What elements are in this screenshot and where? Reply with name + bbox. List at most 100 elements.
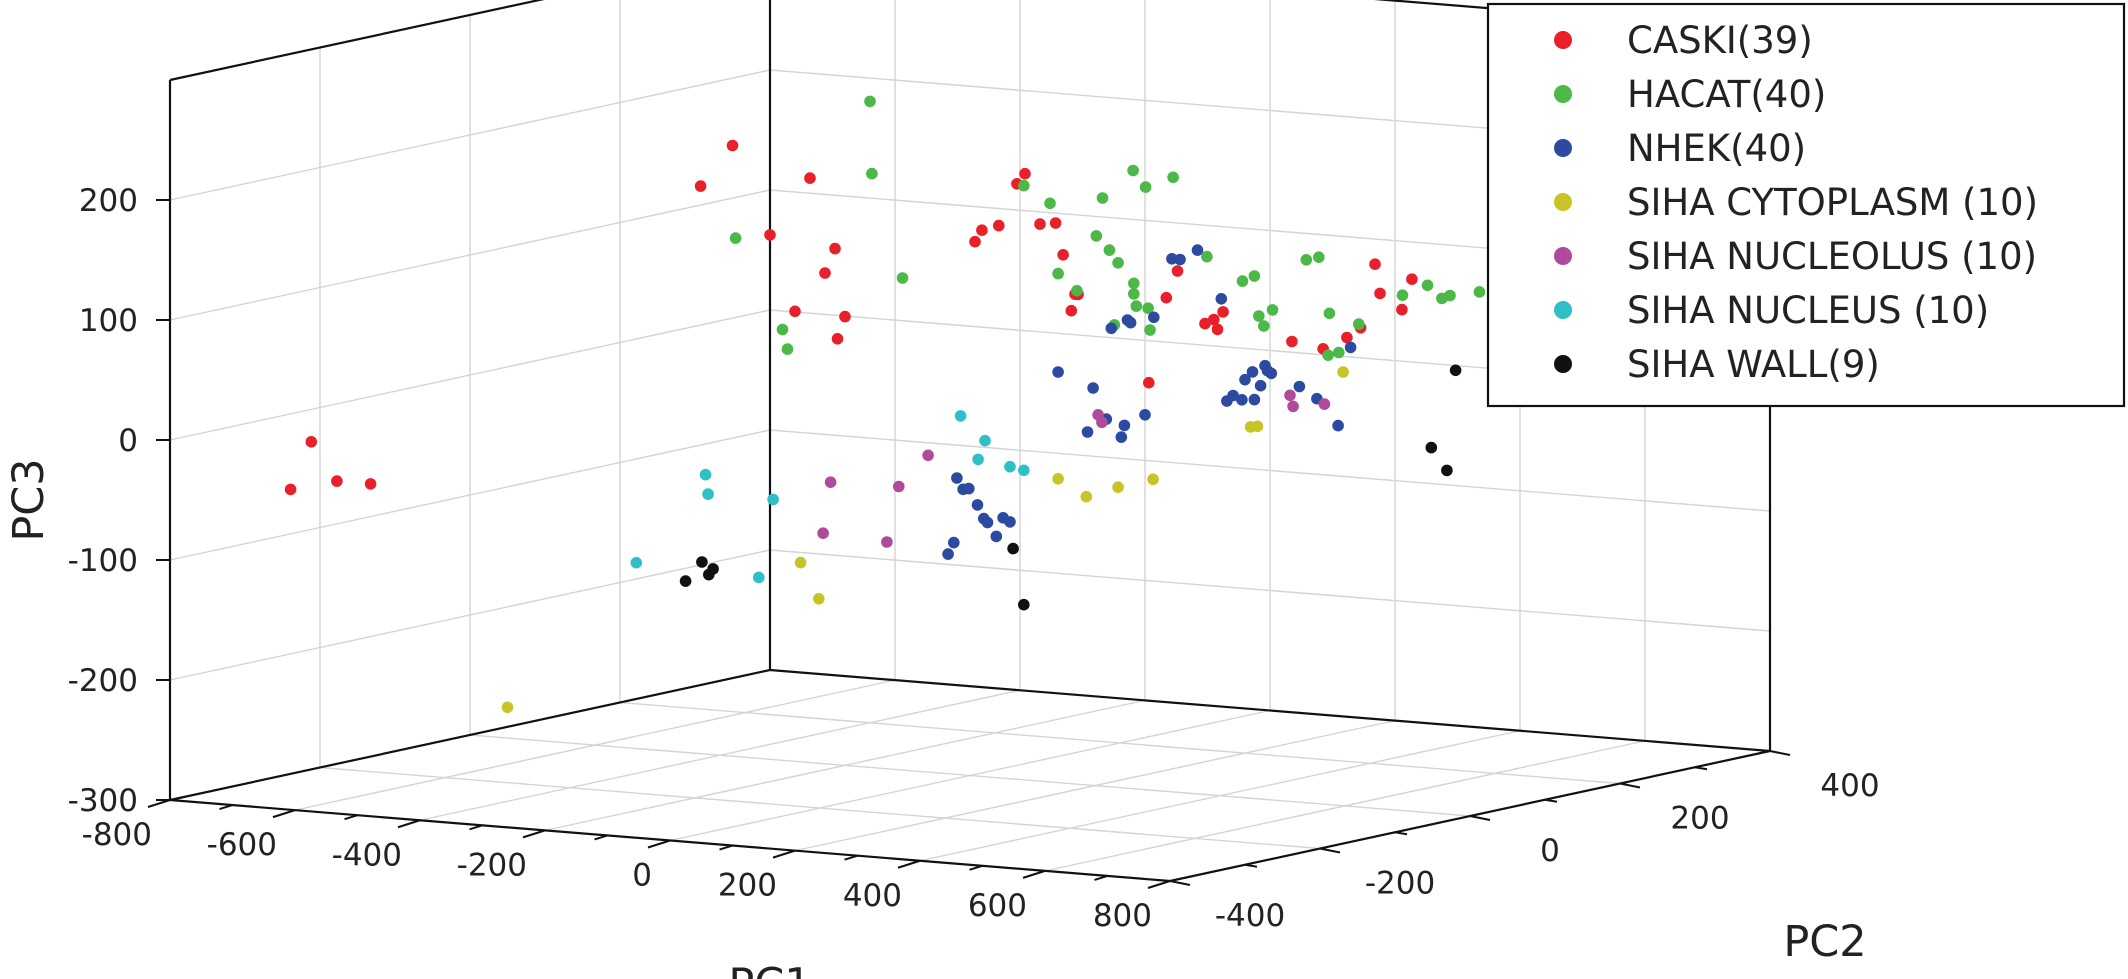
data-point (831, 333, 844, 345)
data-point (1007, 542, 1019, 555)
legend-marker (1554, 355, 1572, 373)
pc2-tick-label: -200 (1365, 866, 1435, 902)
legend-label: CASKI(39) (1627, 19, 1813, 62)
data-point (1034, 218, 1046, 230)
pc1-tick-label: 800 (1093, 898, 1152, 934)
data-point (1265, 367, 1278, 380)
data-point (1112, 257, 1124, 269)
legend-label: SIHA NUCLEUS (10) (1627, 289, 1989, 332)
data-point (1246, 366, 1259, 378)
data-point (1217, 306, 1229, 318)
data-point (794, 556, 807, 569)
data-point (1105, 322, 1118, 335)
legend-marker (1554, 301, 1572, 319)
pc2-axis-title: PC2 (1783, 917, 1866, 967)
data-point (284, 483, 297, 496)
pc1-minor-tick (594, 834, 608, 841)
pc1-tick-label: 0 (632, 858, 652, 894)
data-point (1191, 244, 1204, 256)
data-point (979, 434, 991, 447)
data-point (1236, 394, 1248, 406)
pc1-major-tick (1147, 880, 1171, 889)
data-point (1332, 419, 1344, 432)
pc1-minor-tick (1094, 874, 1108, 881)
data-point (753, 571, 765, 584)
data-point (1353, 318, 1365, 330)
data-point (824, 476, 837, 489)
back-wall-grid-line (769, 549, 1771, 632)
data-point (1406, 273, 1418, 286)
data-point (1287, 400, 1299, 413)
data-point (1144, 324, 1156, 336)
data-point (881, 536, 893, 548)
data-point (948, 536, 960, 549)
data-point (1293, 380, 1306, 393)
data-point (1284, 389, 1296, 402)
data-point (1425, 441, 1438, 454)
data-point (1323, 307, 1336, 320)
data-point (1286, 335, 1298, 348)
data-point (696, 556, 708, 568)
left-wall-grid-line (169, 69, 771, 201)
pc3-axis-title: PC3 (4, 458, 54, 541)
series-4-points (817, 389, 1331, 548)
pc3-tick-label: -300 (68, 783, 138, 819)
pc1-major-tick (397, 819, 421, 829)
data-point (993, 219, 1005, 232)
data-point (990, 530, 1003, 543)
data-point (893, 480, 905, 493)
data-point (331, 475, 343, 487)
pc1-major-tick (772, 849, 796, 859)
data-point (702, 488, 714, 500)
data-point (829, 242, 841, 255)
data-point (1103, 244, 1116, 256)
data-point (1227, 389, 1239, 402)
data-point (1396, 289, 1409, 302)
legend-marker (1554, 139, 1572, 157)
series-6-points (679, 364, 1462, 611)
data-point (1071, 284, 1083, 297)
pc3-tick-label: 0 (118, 423, 138, 459)
data-point (630, 556, 643, 569)
legend-marker (1554, 193, 1572, 211)
pc2-major-tick (1169, 880, 1191, 886)
data-point (1318, 398, 1331, 410)
legend-marker (1554, 247, 1572, 265)
data-point (1171, 265, 1184, 277)
data-point (694, 180, 707, 192)
pc1-axis-title: PC1 (728, 960, 811, 979)
pc2-major-tick (1619, 782, 1641, 789)
legend-label: SIHA CYTOPLASM (10) (1627, 181, 2038, 224)
pc2-tick-label: 0 (1540, 833, 1560, 869)
data-point (1211, 323, 1224, 336)
axis-labels: PC1 PC2 PC3 (4, 458, 1867, 979)
data-point (1090, 230, 1103, 242)
data-point (1057, 249, 1069, 261)
data-point (1052, 366, 1064, 378)
data-point (942, 548, 954, 560)
legend-box (1486, 2, 2126, 408)
data-point (1118, 419, 1131, 432)
data-point (1127, 164, 1139, 177)
pc3-tick-label: 200 (79, 183, 138, 219)
data-point (1087, 382, 1099, 394)
pc1-minor-tick (969, 864, 983, 871)
legend: CASKI(39) HACAT(40) NHEK(40) SIHA CYTOPLASM… (1486, 2, 2126, 408)
data-point (1052, 473, 1064, 485)
legend-entry: CASKI(39) (1554, 19, 1813, 62)
data-point (1322, 349, 1334, 362)
data-point (976, 224, 988, 236)
pc3-tick-label: -100 (68, 543, 138, 579)
data-point (1473, 286, 1486, 298)
floor-edge-left (169, 668, 771, 802)
data-point (1333, 346, 1345, 359)
data-point (679, 575, 692, 587)
pc1-major-tick (147, 799, 171, 808)
series-2-points (942, 244, 1357, 560)
data-point (1300, 253, 1313, 266)
data-point (1251, 420, 1264, 433)
data-point (729, 232, 742, 244)
data-point (954, 410, 967, 422)
data-point (1174, 253, 1186, 266)
pc1-major-tick (522, 829, 546, 839)
